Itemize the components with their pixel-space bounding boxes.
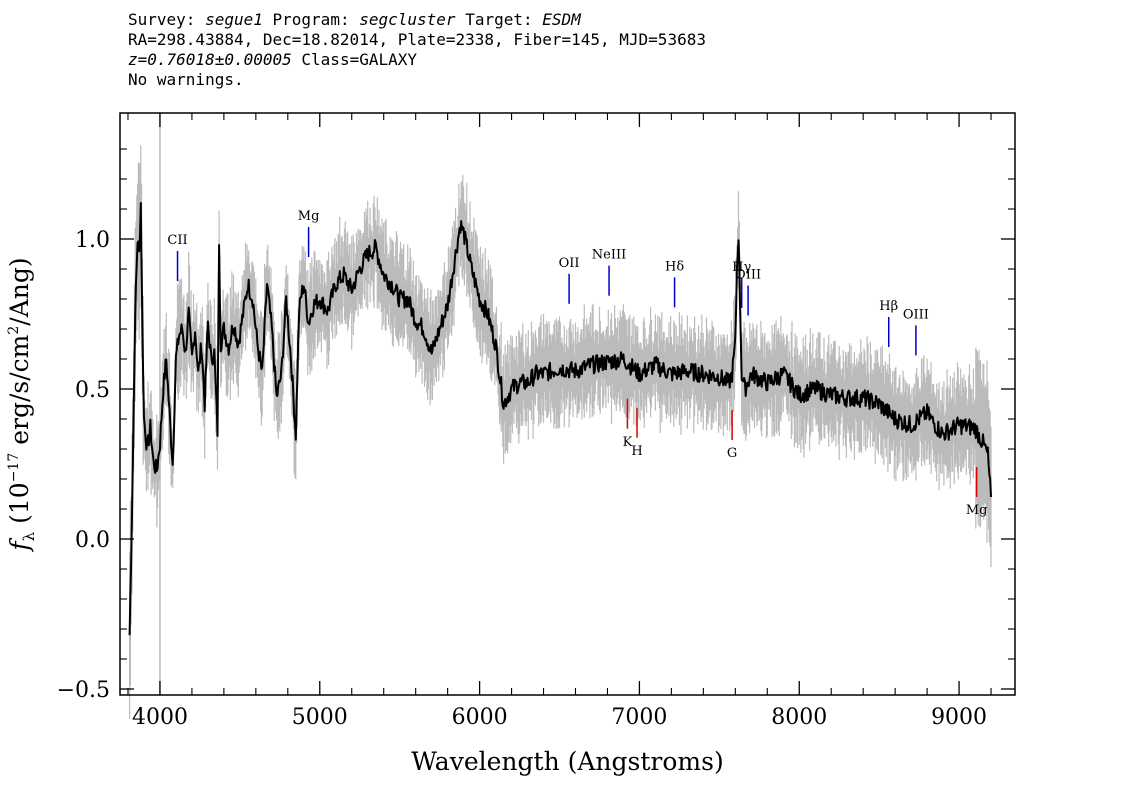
spectral-line-12: Mg xyxy=(966,467,988,518)
header-line-4: No warnings. xyxy=(128,70,244,89)
plot-frame xyxy=(119,112,1016,696)
flux-line xyxy=(128,202,992,636)
spectral-line-label: OII xyxy=(559,256,580,271)
spectral-line-label: NeIII xyxy=(592,248,626,263)
spectral-line-4: Hδ xyxy=(665,259,684,308)
y-tick-label: 0.0 xyxy=(75,528,110,553)
survey-label: Survey: xyxy=(128,10,196,29)
axis-ticks: 4000 5000 6000 7000 8000 9000 −0.5 0.0 0.5 1.0 xyxy=(57,113,1015,730)
spectral-line-label: K xyxy=(623,435,633,450)
spectral-line-label: OIII xyxy=(735,268,761,283)
header-line-2: RA=298.43884, Dec=18.82014, Plate=2338, … xyxy=(128,30,706,49)
spectral-line-label: Hβ xyxy=(879,299,898,314)
spectral-line-11: G xyxy=(727,410,737,461)
spectral-line-7: Hβ xyxy=(879,299,898,347)
x-axis-title: Wavelength (Angstroms) xyxy=(411,747,723,776)
program-label: Program: xyxy=(272,10,350,29)
spectral-line-6: OIII xyxy=(735,268,761,316)
spectral-line-label: Mg xyxy=(966,503,988,518)
program-value: segcluster xyxy=(359,10,456,29)
error-band xyxy=(129,145,992,719)
spectral-line-10: H xyxy=(631,407,643,459)
spectral-line-8: OIII xyxy=(903,307,929,356)
spectral-line-label: G xyxy=(727,446,737,461)
spectral-line-label: CII xyxy=(167,233,187,248)
spectral-line-label: H xyxy=(631,444,642,459)
y-tick-label: 0.5 xyxy=(75,378,110,403)
object-class: Class=GALAXY xyxy=(301,50,417,69)
target-value: ESDM xyxy=(542,10,581,29)
spectral-line-label: Mg xyxy=(298,209,320,224)
spectrum-header: Survey: segue1 Program: segcluster Targe… xyxy=(128,10,706,90)
spectral-line-3: NeIII xyxy=(592,248,626,296)
y-tick-label: 1.0 xyxy=(75,228,110,253)
redshift: z=0.76018±0.00005 xyxy=(128,50,292,69)
x-tick-label: 8000 xyxy=(771,705,827,730)
y-tick-label: −0.5 xyxy=(57,678,110,703)
error-band-path xyxy=(129,145,992,719)
spectral-line-5: Hγ xyxy=(732,260,751,308)
x-tick-label: 9000 xyxy=(931,705,987,730)
header-line-1: Survey: segue1 Program: segcluster Targe… xyxy=(128,10,706,30)
spectral-line-9: K xyxy=(623,398,633,450)
flux-path xyxy=(128,202,992,636)
spectral-line-0: CII xyxy=(167,233,188,281)
spectral-line-label: OIII xyxy=(903,307,929,322)
x-tick-label: 7000 xyxy=(611,705,667,730)
x-tick-label: 4000 xyxy=(132,705,188,730)
y-axis-title: fλ (10−17 erg/s/cm2/Ang) xyxy=(5,257,38,552)
x-tick-label: 5000 xyxy=(292,705,348,730)
x-tick-label: 6000 xyxy=(452,705,508,730)
survey-value: segue1 xyxy=(205,10,263,29)
spectral-line-label: Hδ xyxy=(665,259,684,274)
spectral-line-2: OII xyxy=(559,256,580,304)
target-label: Target: xyxy=(465,10,533,29)
spectral-line-1: Mg xyxy=(298,209,320,257)
spectral-line-label: Hγ xyxy=(732,260,751,275)
header-line-3: z=0.76018±0.00005 Class=GALAXY xyxy=(128,50,706,70)
